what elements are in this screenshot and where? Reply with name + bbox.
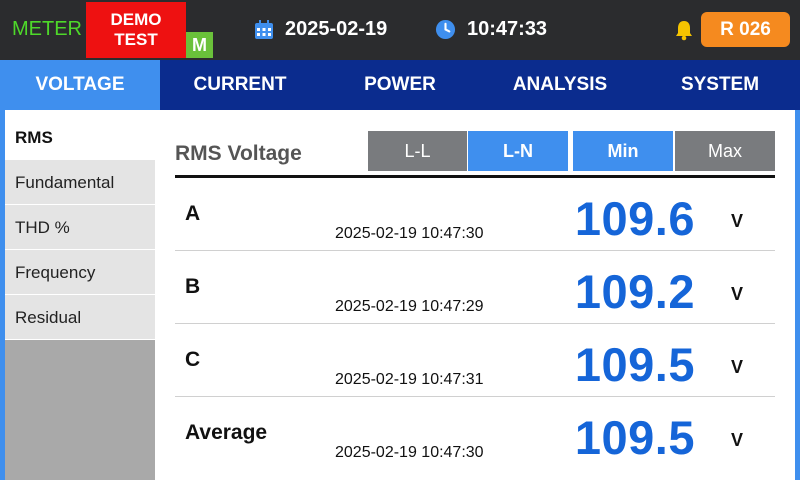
mode-ll-button[interactable]: L-L	[368, 131, 467, 171]
frame-left-border	[0, 110, 5, 480]
demo-badge: DEMO TEST	[86, 2, 186, 58]
unit-label: V	[731, 357, 744, 377]
sidebar-item-residual[interactable]: Residual	[5, 295, 155, 340]
page-title: RMS Voltage	[175, 142, 302, 165]
unit-label: V	[731, 430, 744, 450]
demo-badge-line2: TEST	[114, 30, 158, 49]
table-row: A 2025-02-19 10:47:30 109.6 V	[175, 178, 775, 251]
header-divider	[175, 175, 775, 178]
table-row: Average 2025-02-19 10:47:30 109.5 V	[175, 397, 775, 470]
content-panel: RMS Voltage L-L L-N Min Max A 2025-02-19…	[155, 115, 795, 480]
current-date: 2025-02-19	[285, 18, 388, 40]
meter-label: METER	[12, 18, 82, 40]
stat-min-button[interactable]: Min	[573, 131, 673, 171]
table-row: C 2025-02-19 10:47:31 109.5 V	[175, 324, 775, 397]
table-row: B 2025-02-19 10:47:29 109.2 V	[175, 251, 775, 324]
sidebar-item-rms[interactable]: RMS	[5, 115, 155, 160]
tab-analysis[interactable]: ANALYSIS	[512, 74, 608, 95]
bell-icon[interactable]	[673, 19, 695, 41]
sidebar-item-thd[interactable]: THD %	[5, 205, 155, 250]
unit-label: V	[731, 284, 744, 304]
frame-right-border	[795, 110, 800, 480]
timestamp: 2025-02-19 10:47:29	[335, 298, 484, 315]
voltage-value: 109.5	[574, 411, 695, 464]
timestamp: 2025-02-19 10:47:31	[335, 371, 484, 388]
tab-voltage[interactable]: VOLTAGE	[0, 60, 160, 110]
tab-current[interactable]: CURRENT	[193, 74, 287, 95]
sidebar-item-fundamental[interactable]: Fundamental	[5, 160, 155, 205]
sidebar-item-frequency[interactable]: Frequency	[5, 250, 155, 295]
tab-power[interactable]: POWER	[364, 74, 436, 95]
phase-label: A	[185, 202, 201, 225]
phase-label: C	[185, 348, 201, 371]
mode-badge: M	[186, 32, 213, 58]
main-tabs: VOLTAGE CURRENT POWER ANALYSIS SYSTEM	[0, 60, 800, 110]
phase-label: B	[185, 275, 201, 298]
stat-max-button[interactable]: Max	[675, 131, 775, 171]
record-button[interactable]: R 026	[701, 12, 790, 47]
mode-ln-button[interactable]: L-N	[468, 131, 568, 171]
status-bar: METER DEMO TEST M 2025-02-19 10:47:33 R …	[0, 0, 800, 60]
timestamp: 2025-02-19 10:47:30	[335, 225, 484, 242]
voltage-value: 109.5	[574, 338, 695, 391]
timestamp: 2025-02-19 10:47:30	[335, 444, 484, 461]
unit-label: V	[731, 211, 744, 231]
tab-system[interactable]: SYSTEM	[680, 74, 760, 95]
phase-label: Average	[185, 421, 268, 444]
calendar-icon	[255, 20, 273, 39]
sub-sidebar: RMS Fundamental THD % Frequency Residual	[5, 115, 155, 480]
clock-icon	[435, 19, 456, 40]
voltage-value: 109.2	[574, 265, 695, 318]
current-time: 10:47:33	[467, 18, 548, 40]
voltage-value: 109.6	[574, 192, 695, 245]
demo-badge-line1: DEMO	[110, 10, 162, 29]
